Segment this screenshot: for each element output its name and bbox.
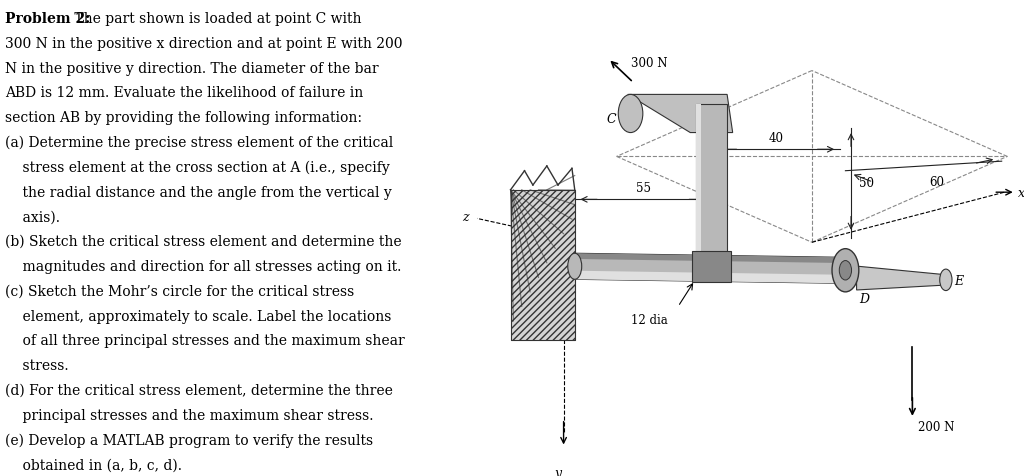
Text: principal stresses and the maximum shear stress.: principal stresses and the maximum shear… bbox=[5, 408, 374, 422]
Ellipse shape bbox=[940, 269, 952, 291]
Text: C: C bbox=[607, 112, 616, 126]
Polygon shape bbox=[691, 251, 731, 282]
Text: ABD is 12 mm. Evaluate the likelihood of failure in: ABD is 12 mm. Evaluate the likelihood of… bbox=[5, 86, 364, 100]
Polygon shape bbox=[696, 105, 701, 275]
Ellipse shape bbox=[840, 261, 852, 280]
Text: obtained in (a, b, c, d).: obtained in (a, b, c, d). bbox=[5, 457, 182, 471]
Polygon shape bbox=[574, 271, 840, 284]
Polygon shape bbox=[511, 190, 574, 340]
Text: stress element at the cross section at A (i.e., specify: stress element at the cross section at A… bbox=[5, 160, 389, 175]
Text: (e) Develop a MATLAB program to verify the results: (e) Develop a MATLAB program to verify t… bbox=[5, 433, 373, 447]
Text: (c) Sketch the Mohr’s circle for the critical stress: (c) Sketch the Mohr’s circle for the cri… bbox=[5, 284, 354, 298]
Text: N in the positive y direction. The diameter of the bar: N in the positive y direction. The diame… bbox=[5, 61, 379, 75]
Text: the radial distance and the angle from the vertical y: the radial distance and the angle from t… bbox=[5, 185, 391, 199]
Polygon shape bbox=[696, 105, 727, 275]
Text: 300 N in the positive x direction and at point E with 200: 300 N in the positive x direction and at… bbox=[5, 37, 402, 50]
Text: 50: 50 bbox=[859, 177, 874, 190]
Text: (d) For the critical stress element, determine the three: (d) For the critical stress element, det… bbox=[5, 383, 392, 397]
Text: (a) Determine the precise stress element of the critical: (a) Determine the precise stress element… bbox=[5, 136, 393, 150]
Ellipse shape bbox=[833, 249, 859, 292]
Text: B: B bbox=[715, 257, 723, 270]
Text: of all three principal stresses and the maximum shear: of all three principal stresses and the … bbox=[5, 334, 404, 347]
Text: 55: 55 bbox=[636, 181, 650, 194]
Text: x: x bbox=[1019, 186, 1024, 199]
Text: element, approximately to scale. Label the locations: element, approximately to scale. Label t… bbox=[5, 309, 391, 323]
Ellipse shape bbox=[567, 254, 582, 280]
Text: axis).: axis). bbox=[5, 210, 59, 224]
Polygon shape bbox=[574, 254, 840, 263]
Text: stress.: stress. bbox=[5, 358, 69, 372]
Text: 60: 60 bbox=[929, 176, 944, 189]
Text: section AB by providing the following information:: section AB by providing the following in… bbox=[5, 111, 361, 125]
Text: y: y bbox=[554, 466, 561, 476]
Text: 300 N: 300 N bbox=[631, 57, 667, 70]
Text: D: D bbox=[859, 292, 869, 305]
Text: z: z bbox=[462, 210, 469, 223]
Polygon shape bbox=[856, 267, 943, 290]
Text: 12 dia: 12 dia bbox=[631, 313, 668, 326]
Text: The part shown is loaded at point C with: The part shown is loaded at point C with bbox=[70, 12, 361, 26]
Polygon shape bbox=[574, 254, 840, 284]
Text: magnitudes and direction for all stresses acting on it.: magnitudes and direction for all stresse… bbox=[5, 259, 401, 273]
Ellipse shape bbox=[618, 95, 643, 133]
Polygon shape bbox=[628, 95, 733, 133]
Text: (b) Sketch the critical stress element and determine the: (b) Sketch the critical stress element a… bbox=[5, 235, 401, 248]
Text: 40: 40 bbox=[768, 131, 783, 144]
Text: A: A bbox=[559, 291, 569, 304]
Text: Problem 2:: Problem 2: bbox=[5, 12, 90, 26]
Text: E: E bbox=[954, 274, 964, 288]
Text: 200 N: 200 N bbox=[918, 420, 954, 433]
